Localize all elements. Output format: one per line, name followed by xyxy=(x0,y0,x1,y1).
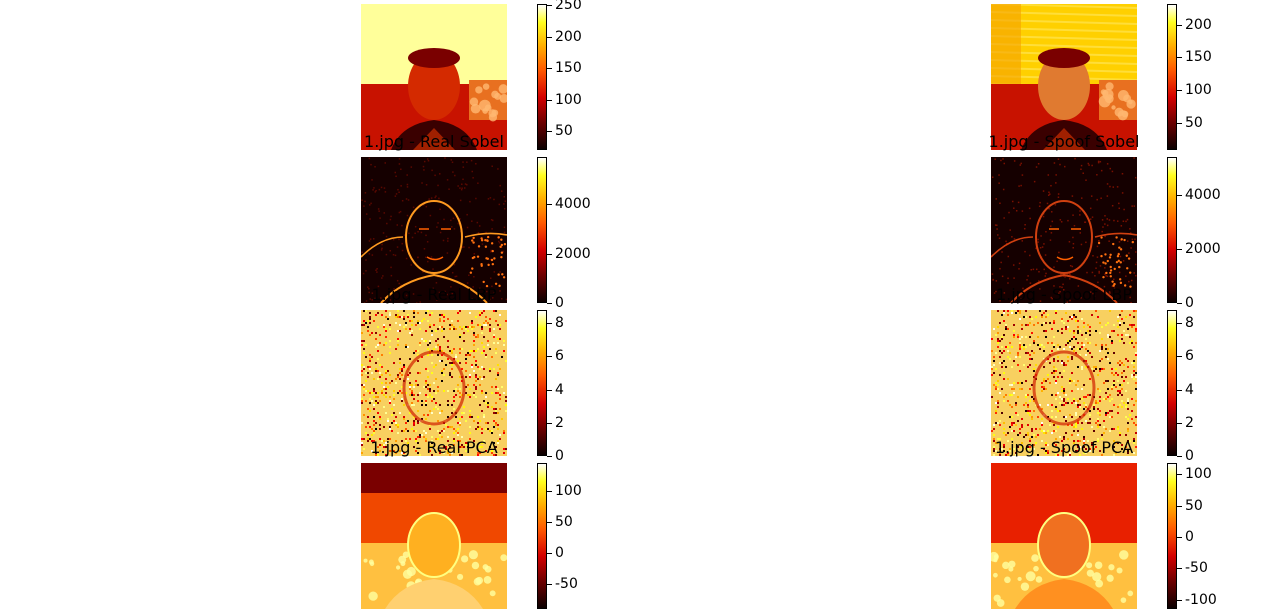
panel-title-r2c0: 1.jpg - Real LBP xyxy=(371,285,497,304)
colorbar-tick-label-r2c1: 6 xyxy=(1185,348,1194,365)
panel-title-r3c0: 1.jpg - Real PCA xyxy=(370,438,498,457)
heatmap-svg-r0c0 xyxy=(361,4,507,150)
colorbar-tick-label-r2c1: 8 xyxy=(1185,315,1194,332)
colorbar-tick-label-r2c0: 4 xyxy=(555,381,564,398)
colorbar-tick-label-r1c1: 4000 xyxy=(1185,186,1221,203)
colorbar-tick-r2c1 xyxy=(1177,456,1182,457)
colorbar-tick-r1c1 xyxy=(1177,248,1182,250)
colorbar-tick-label-r2c0: 8 xyxy=(555,315,564,332)
heatmap-image-r1c0 xyxy=(361,157,507,303)
colorbar-tick-label-r0c0: 200 xyxy=(555,28,582,45)
colorbar-r2c1 xyxy=(1167,310,1177,456)
colorbar-tick-label-r0c1: 200 xyxy=(1185,16,1212,33)
colorbar-tick-label-r0c0: 250 xyxy=(555,0,582,14)
colorbar-tick-r3c1 xyxy=(1177,505,1182,507)
colorbar-tick-r0c0 xyxy=(547,99,552,101)
heatmap-image-r2c1 xyxy=(991,310,1137,456)
colorbar-tick-label-r2c1: 0 xyxy=(1185,448,1194,464)
colorbar-tick-label-r0c1: 50 xyxy=(1185,114,1203,131)
heatmap-svg-r3c0 xyxy=(361,463,507,609)
colorbar-r0c0 xyxy=(537,4,547,150)
colorbar-tick-r0c1 xyxy=(1177,57,1182,59)
heatmap-image-r3c1 xyxy=(991,463,1137,609)
colorbar-tick-label-r1c0: 0 xyxy=(555,295,564,311)
colorbar-tick-label-r0c0: 50 xyxy=(555,123,573,140)
colorbar-tick-label-r2c0: 0 xyxy=(555,448,564,464)
colorbar-tick-label-r0c1: 100 xyxy=(1185,82,1212,99)
colorbar-tick-r0c1 xyxy=(1177,24,1182,26)
colorbar-tick-label-r3c1: 100 xyxy=(1185,466,1212,483)
panel-title-r1c1: 1.jpg - Spoof Sobel xyxy=(988,132,1140,151)
heatmap-svg-r1c0 xyxy=(361,157,507,303)
colorbar-tick-r2c1 xyxy=(1177,356,1182,358)
heatmap-svg-r0c1 xyxy=(991,4,1137,150)
colorbar-tick-r2c1 xyxy=(1177,422,1182,424)
colorbar-tick-r1c1 xyxy=(1177,303,1182,304)
colorbar-tick-r0c0 xyxy=(547,36,552,38)
colorbar-tick-label-r3c1: -100 xyxy=(1185,591,1217,608)
colorbar-tick-r2c1 xyxy=(1177,389,1182,391)
colorbar-tick-label-r3c0: -50 xyxy=(555,576,578,593)
colorbar-tick-r3c0 xyxy=(547,522,552,524)
colorbar-tick-r3c1 xyxy=(1177,474,1182,476)
heatmap-image-r2c0 xyxy=(361,310,507,456)
colorbar-tick-label-r2c0: 6 xyxy=(555,348,564,365)
heatmap-svg-r2c1 xyxy=(991,310,1137,456)
panel-title-r2c1: 1.jpg - Spoof LBP xyxy=(995,285,1133,304)
colorbar-tick-r3c1 xyxy=(1177,599,1182,601)
colorbar-tick-r1c1 xyxy=(1177,194,1182,196)
colorbar-tick-label-r0c0: 100 xyxy=(555,91,582,108)
heatmap-image-r0c0 xyxy=(361,4,507,150)
colorbar-tick-r3c0 xyxy=(547,553,552,555)
colorbar-tick-r3c1 xyxy=(1177,536,1182,538)
colorbar-tick-label-r1c1: 0 xyxy=(1185,295,1194,311)
colorbar-tick-r2c0 xyxy=(547,456,552,457)
colorbar-tick-label-r3c0: 0 xyxy=(555,545,564,562)
colorbar-tick-r2c0 xyxy=(547,389,552,391)
colorbar-tick-r0c0 xyxy=(547,131,552,133)
colorbar-tick-label-r1c0: 4000 xyxy=(555,196,591,213)
colorbar-r0c1 xyxy=(1167,4,1177,150)
colorbar-tick-label-r3c1: -50 xyxy=(1185,560,1208,577)
colorbar-tick-label-r3c0: 50 xyxy=(555,514,573,531)
colorbar-tick-label-r1c1: 2000 xyxy=(1185,240,1221,257)
colorbar-tick-label-r3c1: 0 xyxy=(1185,528,1194,545)
heatmap-svg-r3c1 xyxy=(991,463,1137,609)
heatmap-image-r3c0 xyxy=(361,463,507,609)
colorbar-tick-r3c1 xyxy=(1177,568,1182,570)
heatmap-image-r1c1 xyxy=(991,157,1137,303)
heatmap-image-r0c1 xyxy=(991,4,1137,150)
colorbar-tick-label-r2c1: 4 xyxy=(1185,381,1194,398)
colorbar-tick-r3c0 xyxy=(547,584,552,586)
colorbar-r3c1 xyxy=(1167,463,1177,609)
colorbar-r2c0 xyxy=(537,310,547,456)
heatmap-svg-r2c0 xyxy=(361,310,507,456)
colorbar-tick-r1c0 xyxy=(547,204,552,206)
colorbar-tick-label-r3c0: 100 xyxy=(555,482,582,499)
colorbar-tick-r1c0 xyxy=(547,253,552,255)
panel-title-r3c1: 1.jpg - Spoof PCA xyxy=(994,438,1134,457)
colorbar-tick-r2c0 xyxy=(547,422,552,424)
colorbar-tick-label-r2c0: 2 xyxy=(555,414,564,431)
colorbar-tick-r2c0 xyxy=(547,323,552,325)
colorbar-tick-r0c0 xyxy=(547,68,552,70)
colorbar-r1c0 xyxy=(537,157,547,303)
colorbar-tick-label-r2c1: 2 xyxy=(1185,414,1194,431)
colorbar-r1c1 xyxy=(1167,157,1177,303)
colorbar-r3c0 xyxy=(537,463,547,609)
colorbar-tick-r2c1 xyxy=(1177,323,1182,325)
heatmap-svg-r1c1 xyxy=(991,157,1137,303)
colorbar-tick-r3c0 xyxy=(547,490,552,492)
panel-title-r1c0: 1.jpg - Real Sobel xyxy=(364,132,504,151)
colorbar-tick-r0c1 xyxy=(1177,90,1182,92)
colorbar-tick-label-r0c1: 150 xyxy=(1185,49,1212,66)
colorbar-tick-label-r3c1: 50 xyxy=(1185,497,1203,514)
colorbar-tick-r0c0 xyxy=(547,5,552,7)
colorbar-tick-r1c0 xyxy=(547,303,552,304)
colorbar-tick-r2c0 xyxy=(547,356,552,358)
colorbar-tick-r0c1 xyxy=(1177,122,1182,124)
colorbar-tick-label-r0c0: 150 xyxy=(555,60,582,77)
colorbar-tick-label-r1c0: 2000 xyxy=(555,245,591,262)
